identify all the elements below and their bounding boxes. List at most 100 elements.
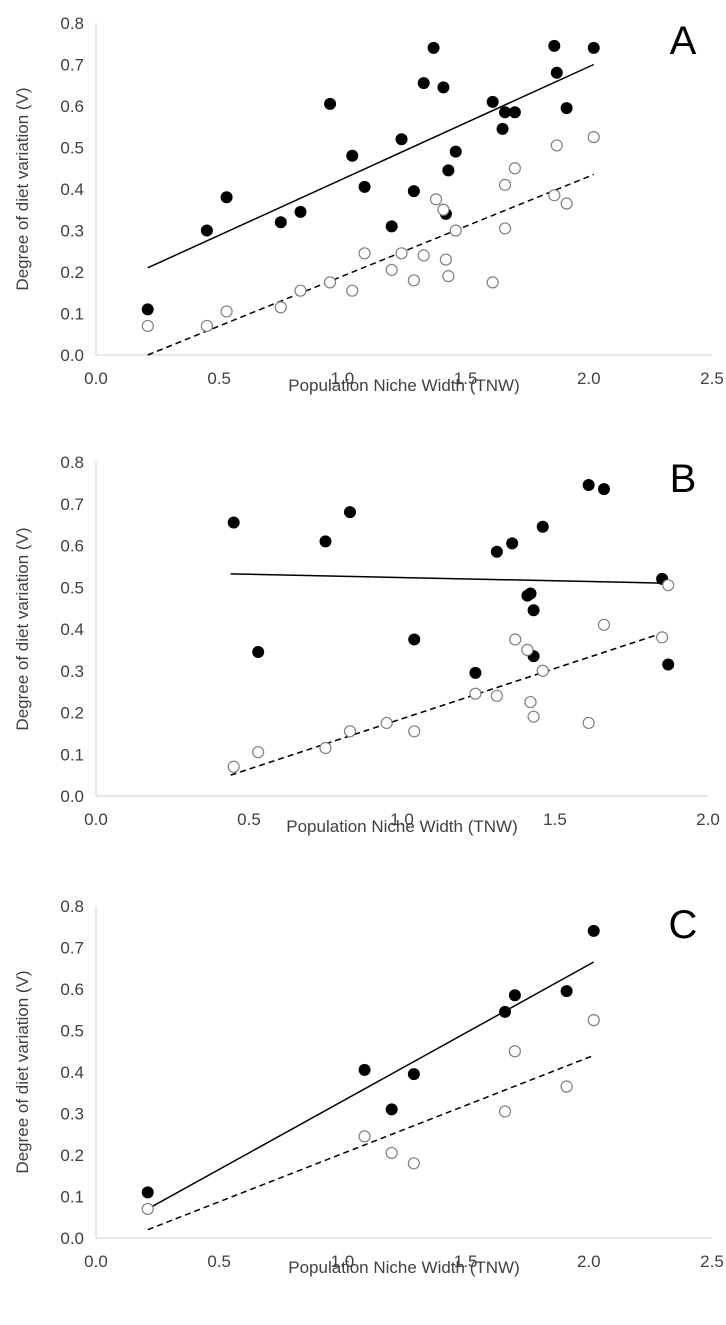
x-tick-label: 1.5 [454, 1252, 478, 1271]
data-point-open [417, 249, 430, 262]
trendline-open-series [147, 173, 595, 356]
x-tick-label: 1.0 [331, 369, 355, 388]
data-point-open [490, 689, 503, 702]
panel-label: B [670, 457, 697, 501]
x-tick-label: 0.0 [84, 369, 108, 388]
data-point-filled [524, 587, 537, 600]
data-point-filled [587, 41, 600, 54]
data-point-open [582, 716, 595, 730]
x-tick-label: 2.0 [577, 369, 601, 388]
data-point-filled [506, 537, 519, 550]
data-point-open [449, 224, 462, 237]
y-axis-title: Degree of diet variation (V) [13, 527, 32, 730]
data-point-filled [508, 989, 521, 1002]
data-point-open [550, 139, 563, 152]
data-point-open [319, 741, 332, 755]
data-point-open [252, 746, 265, 759]
data-point-open [662, 579, 675, 592]
x-axis-title: Population Niche Width (TNW) [288, 1258, 519, 1277]
data-point-open [408, 725, 421, 738]
data-point-open [323, 276, 337, 289]
y-tick-label: 0.4 [60, 1063, 84, 1082]
y-tick-label: 0.1 [60, 745, 84, 764]
data-point-filled [587, 924, 600, 937]
data-point-open [346, 284, 359, 297]
data-point-filled [662, 658, 675, 671]
panel-label: A [670, 19, 697, 63]
data-point-filled [582, 478, 595, 491]
y-tick-label: 0.6 [60, 980, 84, 999]
data-point-open [395, 247, 408, 260]
x-tick-label: 1.0 [331, 1252, 355, 1271]
data-point-filled [437, 81, 450, 94]
data-point-filled [141, 1186, 154, 1199]
data-point-open [220, 305, 233, 318]
y-tick-label: 0.0 [60, 787, 84, 806]
data-point-open [437, 203, 450, 216]
x-tick-label: 2.5 [700, 369, 724, 388]
data-point-open [429, 193, 443, 206]
x-axis-title: Population Niche Width (TNW) [286, 817, 517, 836]
data-point-filled [550, 66, 563, 79]
x-tick-label: 2.0 [696, 810, 720, 829]
data-point-filled [427, 41, 440, 54]
data-point-open [587, 1014, 600, 1027]
y-tick-label: 0.2 [60, 704, 84, 723]
y-tick-label: 0.7 [60, 56, 84, 75]
data-point-filled [358, 180, 371, 193]
x-tick-label: 0.0 [84, 1252, 108, 1271]
data-point-filled [560, 102, 573, 115]
data-point-filled [343, 506, 356, 519]
data-point-open [655, 631, 669, 644]
data-point-filled [496, 122, 509, 135]
data-point-filled [385, 1103, 398, 1116]
data-point-open [524, 695, 537, 709]
data-point-filled [324, 97, 337, 110]
y-tick-label: 0.6 [60, 537, 84, 556]
y-tick-label: 0.5 [60, 1022, 84, 1041]
y-tick-label: 0.8 [60, 14, 84, 33]
data-point-open [227, 760, 240, 773]
data-point-open [521, 643, 534, 656]
data-point-filled [407, 185, 420, 198]
y-tick-label: 0.4 [60, 620, 84, 639]
data-point-open [508, 162, 521, 175]
x-tick-label: 0.0 [84, 810, 108, 829]
y-tick-label: 0.5 [60, 578, 84, 597]
data-point-open [358, 247, 371, 260]
data-point-open [439, 253, 452, 266]
data-point-filled [548, 39, 561, 52]
data-point-open [498, 1105, 512, 1118]
data-point-open [385, 1146, 398, 1160]
y-tick-label: 0.4 [60, 180, 84, 199]
x-tick-label: 0.5 [237, 810, 261, 829]
data-point-open [358, 1130, 371, 1143]
panel-label: C [669, 903, 698, 947]
x-tick-label: 1.5 [454, 369, 478, 388]
trendline-open-series [147, 1054, 595, 1231]
x-tick-label: 2.0 [577, 1252, 601, 1271]
data-point-open [560, 197, 573, 210]
y-tick-label: 0.3 [60, 1105, 84, 1124]
data-point-filled [385, 220, 398, 233]
data-point-filled [499, 106, 512, 119]
y-axis-title: Degree of diet variation (V) [13, 970, 32, 1173]
scatter-chart-a: 0.0 0.1 0.2 0.3 0.4 0.5 0.6 0.7 0.8 0.0 0.5 1.0 1.5 2… [13, 14, 724, 395]
data-point-filled [141, 303, 154, 316]
y-tick-label: 0.8 [60, 453, 84, 472]
data-point-open [509, 633, 522, 646]
data-point-open [442, 270, 455, 283]
trendline-open-series [230, 632, 663, 776]
data-point-open [380, 716, 393, 730]
scatter-chart-c: 0.0 0.1 0.2 0.3 0.4 0.5 0.6 0.7 0.8 0.0 0.5 1.0 1.5 2… [13, 897, 724, 1277]
trendline-filled-series [147, 63, 595, 269]
data-point-filled [408, 633, 421, 646]
y-tick-label: 0.5 [60, 139, 84, 158]
scatter-chart-b: 0.0 0.1 0.2 0.3 0.4 0.5 0.6 0.7 0.8 0.0 0.5 1.0 1.5 2… [13, 453, 720, 836]
x-tick-label: 2.5 [700, 1252, 724, 1271]
data-point-open [527, 710, 540, 723]
x-tick-label: 1.0 [390, 810, 414, 829]
data-point-open [486, 276, 499, 289]
y-tick-label: 0.1 [60, 1188, 84, 1207]
x-tick-label: 1.5 [543, 810, 567, 829]
